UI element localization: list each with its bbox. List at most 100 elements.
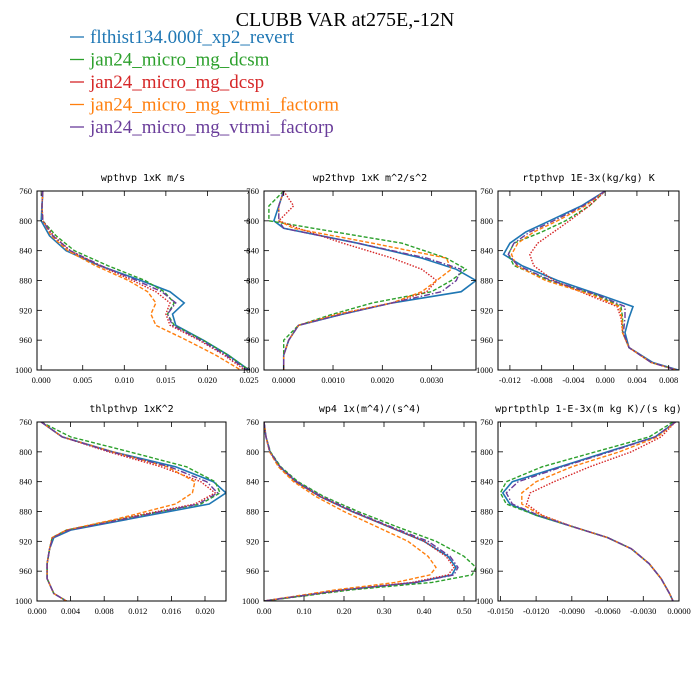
x-tick-label: 0.0000 bbox=[667, 606, 690, 616]
plot-frame bbox=[263, 190, 477, 371]
y-tick-label: 760 bbox=[246, 417, 259, 427]
y-tick-label: 760 bbox=[480, 417, 493, 427]
x-tick-label: 0.016 bbox=[162, 606, 181, 616]
y-tick-label: 760 bbox=[246, 186, 259, 196]
x-tick-label: 0.015 bbox=[156, 375, 175, 385]
plot-frame bbox=[263, 421, 477, 602]
x-tick-label: 0.20 bbox=[337, 606, 352, 616]
x-tick-label: 0.0000 bbox=[272, 375, 295, 385]
y-tick-label: 880 bbox=[19, 276, 32, 286]
panel-title: wprtpthlp 1-E-3x(m kg K)/(s kg) bbox=[495, 404, 682, 415]
x-tick-label: 0.10 bbox=[297, 606, 312, 616]
x-tick-label: -0.0030 bbox=[630, 606, 656, 616]
panel-title: rtpthvp 1E-3x(kg/kg) K bbox=[522, 173, 654, 184]
x-tick-label: 0.020 bbox=[198, 375, 217, 385]
series-line bbox=[264, 422, 437, 601]
y-tick-label: 920 bbox=[480, 305, 493, 315]
series-line bbox=[41, 191, 246, 370]
y-tick-label: 880 bbox=[246, 507, 259, 517]
legend-label: jan24_micro_mg_dcsp bbox=[89, 72, 264, 93]
series-line bbox=[41, 191, 249, 370]
series-line bbox=[510, 191, 677, 370]
x-tick-label: -0.0120 bbox=[523, 606, 549, 616]
series-line bbox=[40, 422, 221, 601]
plot-frame bbox=[497, 190, 680, 371]
series-line bbox=[40, 422, 217, 601]
series-line bbox=[264, 422, 459, 601]
chart-panel-5: wp4 1x(m^4)/(s^4)76080084088092096010000… bbox=[242, 404, 477, 616]
series-line bbox=[40, 422, 219, 601]
y-tick-label: 1000 bbox=[15, 365, 32, 375]
plot-frame bbox=[36, 421, 227, 602]
x-tick-label: 0.008 bbox=[95, 606, 114, 616]
series-line bbox=[41, 191, 242, 370]
y-tick-label: 880 bbox=[246, 276, 259, 286]
series-line bbox=[40, 422, 226, 601]
y-tick-label: 960 bbox=[246, 566, 259, 576]
series-line bbox=[507, 191, 677, 370]
x-tick-label: 0.012 bbox=[128, 606, 147, 616]
y-tick-label: 840 bbox=[246, 477, 259, 487]
y-tick-label: 840 bbox=[480, 246, 493, 256]
y-tick-label: 880 bbox=[480, 507, 493, 517]
series-line bbox=[502, 191, 679, 370]
legend-label: jan24_micro_mg_vtrmi_factorm bbox=[89, 95, 339, 116]
x-tick-label: 0.30 bbox=[377, 606, 392, 616]
x-tick-label: 0.40 bbox=[417, 606, 432, 616]
x-tick-label: 0.008 bbox=[659, 375, 678, 385]
series-line bbox=[529, 191, 677, 370]
series-line bbox=[264, 422, 457, 601]
series-line bbox=[278, 191, 463, 370]
legend-label: flthist134.000f_xp2_revert bbox=[90, 27, 295, 48]
y-tick-label: 880 bbox=[480, 276, 493, 286]
panel-title: thlpthvp 1xK^2 bbox=[89, 404, 173, 415]
y-tick-label: 760 bbox=[480, 186, 493, 196]
x-tick-label: 0.020 bbox=[195, 606, 214, 616]
series-line bbox=[41, 191, 248, 370]
x-tick-label: -0.0090 bbox=[559, 606, 585, 616]
series-line bbox=[272, 191, 476, 370]
x-tick-label: 0.000 bbox=[596, 375, 615, 385]
y-tick-label: 1000 bbox=[242, 596, 259, 606]
chart-panel-6: wprtpthlp 1-E-3x(m kg K)/(s kg)760 800 840… bbox=[476, 404, 691, 616]
legend-label: jan24_micro_mg_vtrmi_factorp bbox=[89, 117, 334, 138]
y-tick-label: 1000 bbox=[476, 596, 493, 606]
y-tick-label: 840 bbox=[480, 477, 493, 487]
y-tick-label: 960 bbox=[19, 335, 32, 345]
series-line bbox=[264, 422, 476, 601]
y-tick-label: 960 bbox=[480, 566, 493, 576]
panels: wpthvp 1xK m/s76080084088092096010000.00… bbox=[15, 173, 691, 616]
x-tick-label: -0.012 bbox=[499, 375, 521, 385]
y-tick-label: 1000 bbox=[242, 365, 259, 375]
y-tick-label: 800 bbox=[480, 447, 493, 457]
y-tick-label: 920 bbox=[19, 536, 32, 546]
y-tick-label: 1000 bbox=[15, 596, 32, 606]
x-tick-label: 0.0010 bbox=[321, 375, 344, 385]
y-tick-label: 800 bbox=[19, 216, 32, 226]
chart-panel-3: rtpthvp 1E-3x(kg/kg) K 760 800 840 880 920 960… bbox=[476, 173, 680, 385]
x-tick-label: 0.0030 bbox=[420, 375, 443, 385]
y-tick-label: 920 bbox=[246, 536, 259, 546]
y-tick-label: 960 bbox=[480, 335, 493, 345]
series-line bbox=[278, 191, 453, 370]
series-line bbox=[507, 191, 677, 370]
x-tick-label: 0.000 bbox=[27, 606, 46, 616]
panel-title: wp2thvp 1xK m^2/s^2 bbox=[313, 173, 427, 184]
x-tick-label: -0.004 bbox=[562, 375, 585, 385]
y-tick-label: 800 bbox=[19, 447, 32, 457]
y-tick-label: 800 bbox=[480, 216, 493, 226]
series-line bbox=[277, 191, 438, 370]
y-tick-label: 960 bbox=[246, 335, 259, 345]
y-tick-label: 800 bbox=[246, 447, 259, 457]
series-line bbox=[505, 422, 676, 601]
series-line bbox=[499, 422, 674, 601]
y-tick-label: 760 bbox=[19, 186, 32, 196]
legend-label: jan24_micro_mg_dcsm bbox=[89, 50, 270, 71]
y-tick-label: 920 bbox=[246, 305, 259, 315]
y-tick-label: 960 bbox=[19, 566, 32, 576]
series-line bbox=[525, 422, 676, 601]
x-tick-label: -0.0150 bbox=[487, 606, 513, 616]
panel-title: wpthvp 1xK m/s bbox=[101, 173, 185, 184]
x-tick-label: 0.50 bbox=[457, 606, 472, 616]
